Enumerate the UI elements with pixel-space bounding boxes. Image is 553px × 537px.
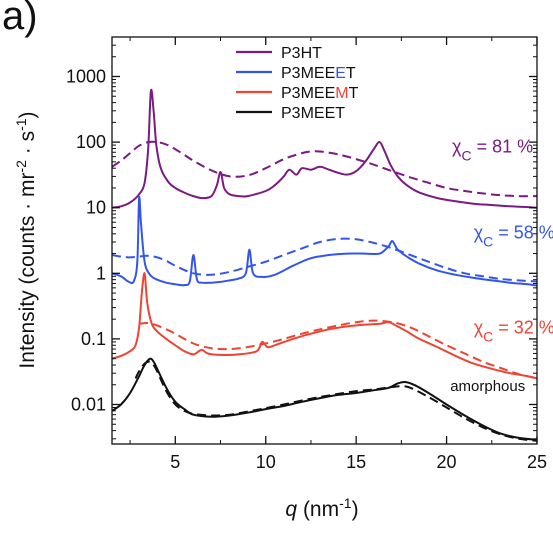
y-axis-label-sup2: -1	[13, 118, 29, 131]
legend-label: P3MEEMT	[281, 85, 359, 102]
series-line-p3meeet-fit	[112, 237, 537, 283]
series-line-p3meet	[112, 357, 537, 441]
x-tick-label: 20	[437, 452, 457, 472]
x-axis-label-text: (nm	[297, 498, 339, 521]
y-tick-label: 1000	[66, 66, 106, 86]
y-axis-label-sup1: -2	[13, 160, 29, 173]
y-axis-label: Intensity (counts · mr-2 · s-1)	[13, 111, 39, 368]
x-tick-label: 10	[256, 452, 276, 472]
series-line-p3meeet	[112, 195, 537, 287]
x-tick-label: 15	[346, 452, 366, 472]
x-tick-label: 25	[527, 452, 547, 472]
axis-layer: 5 10 15 20 25 0.01 0.1 1 10 100 1000	[66, 36, 547, 472]
x-axis-label-end: )	[352, 498, 359, 521]
y-tick-label: 100	[76, 132, 106, 152]
series-line-p3meet-fit	[134, 360, 537, 442]
annotation-p3meemt: χC = 32 %	[474, 318, 553, 345]
series-line-p3meemt-fit	[138, 319, 537, 380]
annotations: χC = 81 % χC = 58 % χC = 32 % amorphous	[450, 136, 553, 395]
annotation-p3meet: amorphous	[450, 378, 525, 395]
plot-frame	[111, 36, 538, 445]
y-axis-label-mid: · s	[16, 131, 39, 160]
x-tick-label: 5	[170, 452, 180, 472]
series-line-p3ht	[112, 88, 537, 209]
y-axis-label-end: )	[16, 111, 39, 118]
series-layer	[112, 88, 537, 442]
legend: P3HT P3MEEET P3MEEMT P3MEET	[236, 45, 359, 122]
x-axis-label-symbol: q	[285, 498, 297, 521]
legend-label: P3MEEET	[281, 65, 356, 82]
panel-label: a)	[2, 0, 38, 38]
legend-label: P3HT	[281, 45, 322, 62]
series-line-p3meemt	[112, 272, 537, 380]
legend-label: P3MEET	[281, 105, 345, 122]
x-axis-label: q (nm-1)	[285, 495, 358, 521]
y-tick-label: 0.1	[81, 329, 106, 349]
x-axis-label-sup: -1	[339, 495, 352, 511]
y-tick-label: 0.01	[71, 395, 106, 415]
y-axis-label-text: Intensity (counts · mr	[16, 173, 39, 369]
y-tick-label: 1	[96, 263, 106, 283]
annotation-p3ht: χC = 81 %	[452, 136, 533, 163]
y-tick-label: 10	[86, 198, 106, 218]
series-line-p3ht-fit	[112, 140, 537, 198]
annotation-p3meeet: χC = 58 %	[474, 222, 553, 249]
